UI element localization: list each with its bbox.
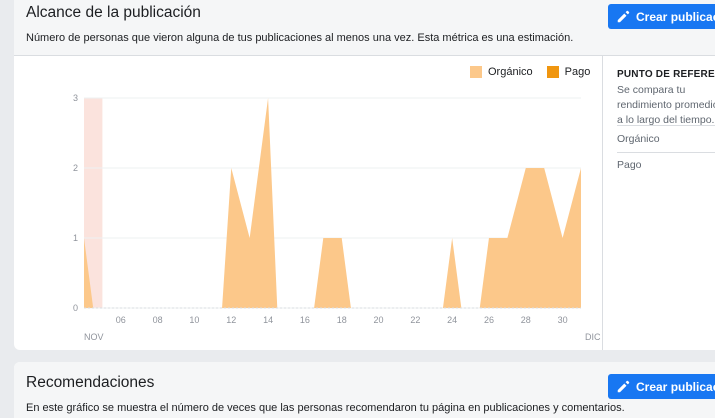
create-post-label: Crear publicación — [636, 379, 715, 394]
card-header: Alcance de la publicación Número de pers… — [14, 0, 715, 56]
divider — [617, 125, 715, 126]
legend-item-paid[interactable]: Pago — [546, 66, 591, 78]
x-tick-label: 28 — [521, 315, 531, 325]
x-tick-label: 16 — [300, 315, 310, 325]
x-start-label: NOV — [84, 332, 104, 342]
x-end-label: DIC — [585, 332, 601, 342]
create-post-label: Crear publicación — [636, 9, 715, 24]
divider — [617, 152, 715, 153]
card-header: Recomendaciones En este gráfico se muest… — [14, 362, 715, 418]
y-tick-label: 0 — [73, 303, 78, 313]
area-series-organic — [84, 98, 581, 308]
section-title: Recomendaciones — [26, 374, 155, 391]
organic-swatch — [470, 66, 482, 78]
x-tick-label: 24 — [447, 315, 457, 325]
reach-chart: 0 1 2 3 06 08 10 12 14 16 18 20 22 24 26 28 30 NOV DIC Org… — [14, 56, 602, 350]
create-post-button[interactable]: Crear publicación — [608, 4, 715, 29]
x-tick-label: 22 — [410, 315, 420, 325]
pencil-icon — [617, 380, 630, 392]
x-tick-label: 12 — [226, 315, 236, 325]
benchmark-item-organic[interactable]: Orgánico — [617, 133, 660, 145]
legend-label-organic: Orgánico — [488, 66, 533, 78]
section-subtitle: En este gráfico se muestra el número de … — [26, 402, 625, 414]
x-tick-label: 26 — [484, 315, 494, 325]
post-reach-card: Alcance de la publicación Número de pers… — [14, 0, 715, 350]
benchmark-item-paid[interactable]: Pago — [617, 159, 642, 171]
benchmark-description: Se compara tu rendimiento promedio a lo … — [617, 84, 715, 126]
section-subtitle: Número de personas que vieron alguna de … — [26, 32, 574, 44]
y-tick-label: 1 — [73, 233, 78, 243]
pencil-icon — [617, 10, 630, 22]
x-tick-label: 10 — [189, 315, 199, 325]
y-tick-label: 3 — [73, 93, 78, 103]
legend-label-paid: Pago — [564, 66, 591, 78]
x-tick-label: 08 — [153, 315, 163, 325]
period-highlight — [84, 98, 103, 308]
y-tick-label: 2 — [73, 163, 78, 173]
x-tick-label: 30 — [558, 315, 568, 325]
x-tick-label: 18 — [337, 315, 347, 325]
x-tick-label: 06 — [116, 315, 126, 325]
recommendations-card: Recomendaciones En este gráfico se muest… — [14, 362, 715, 418]
benchmark-title: PUNTO DE REFERENCIA — [617, 69, 715, 80]
legend-item-organic[interactable]: Orgánico — [470, 66, 533, 78]
chart-legend: Orgánico Pago — [470, 66, 590, 78]
paid-swatch — [546, 66, 559, 78]
create-post-button[interactable]: Crear publicación — [608, 374, 715, 399]
benchmark-panel: PUNTO DE REFERENCIA Se compara tu rendim… — [602, 56, 715, 350]
x-tick-label: 14 — [263, 315, 273, 325]
section-title: Alcance de la publicación — [26, 4, 201, 21]
x-tick-label: 20 — [374, 315, 384, 325]
